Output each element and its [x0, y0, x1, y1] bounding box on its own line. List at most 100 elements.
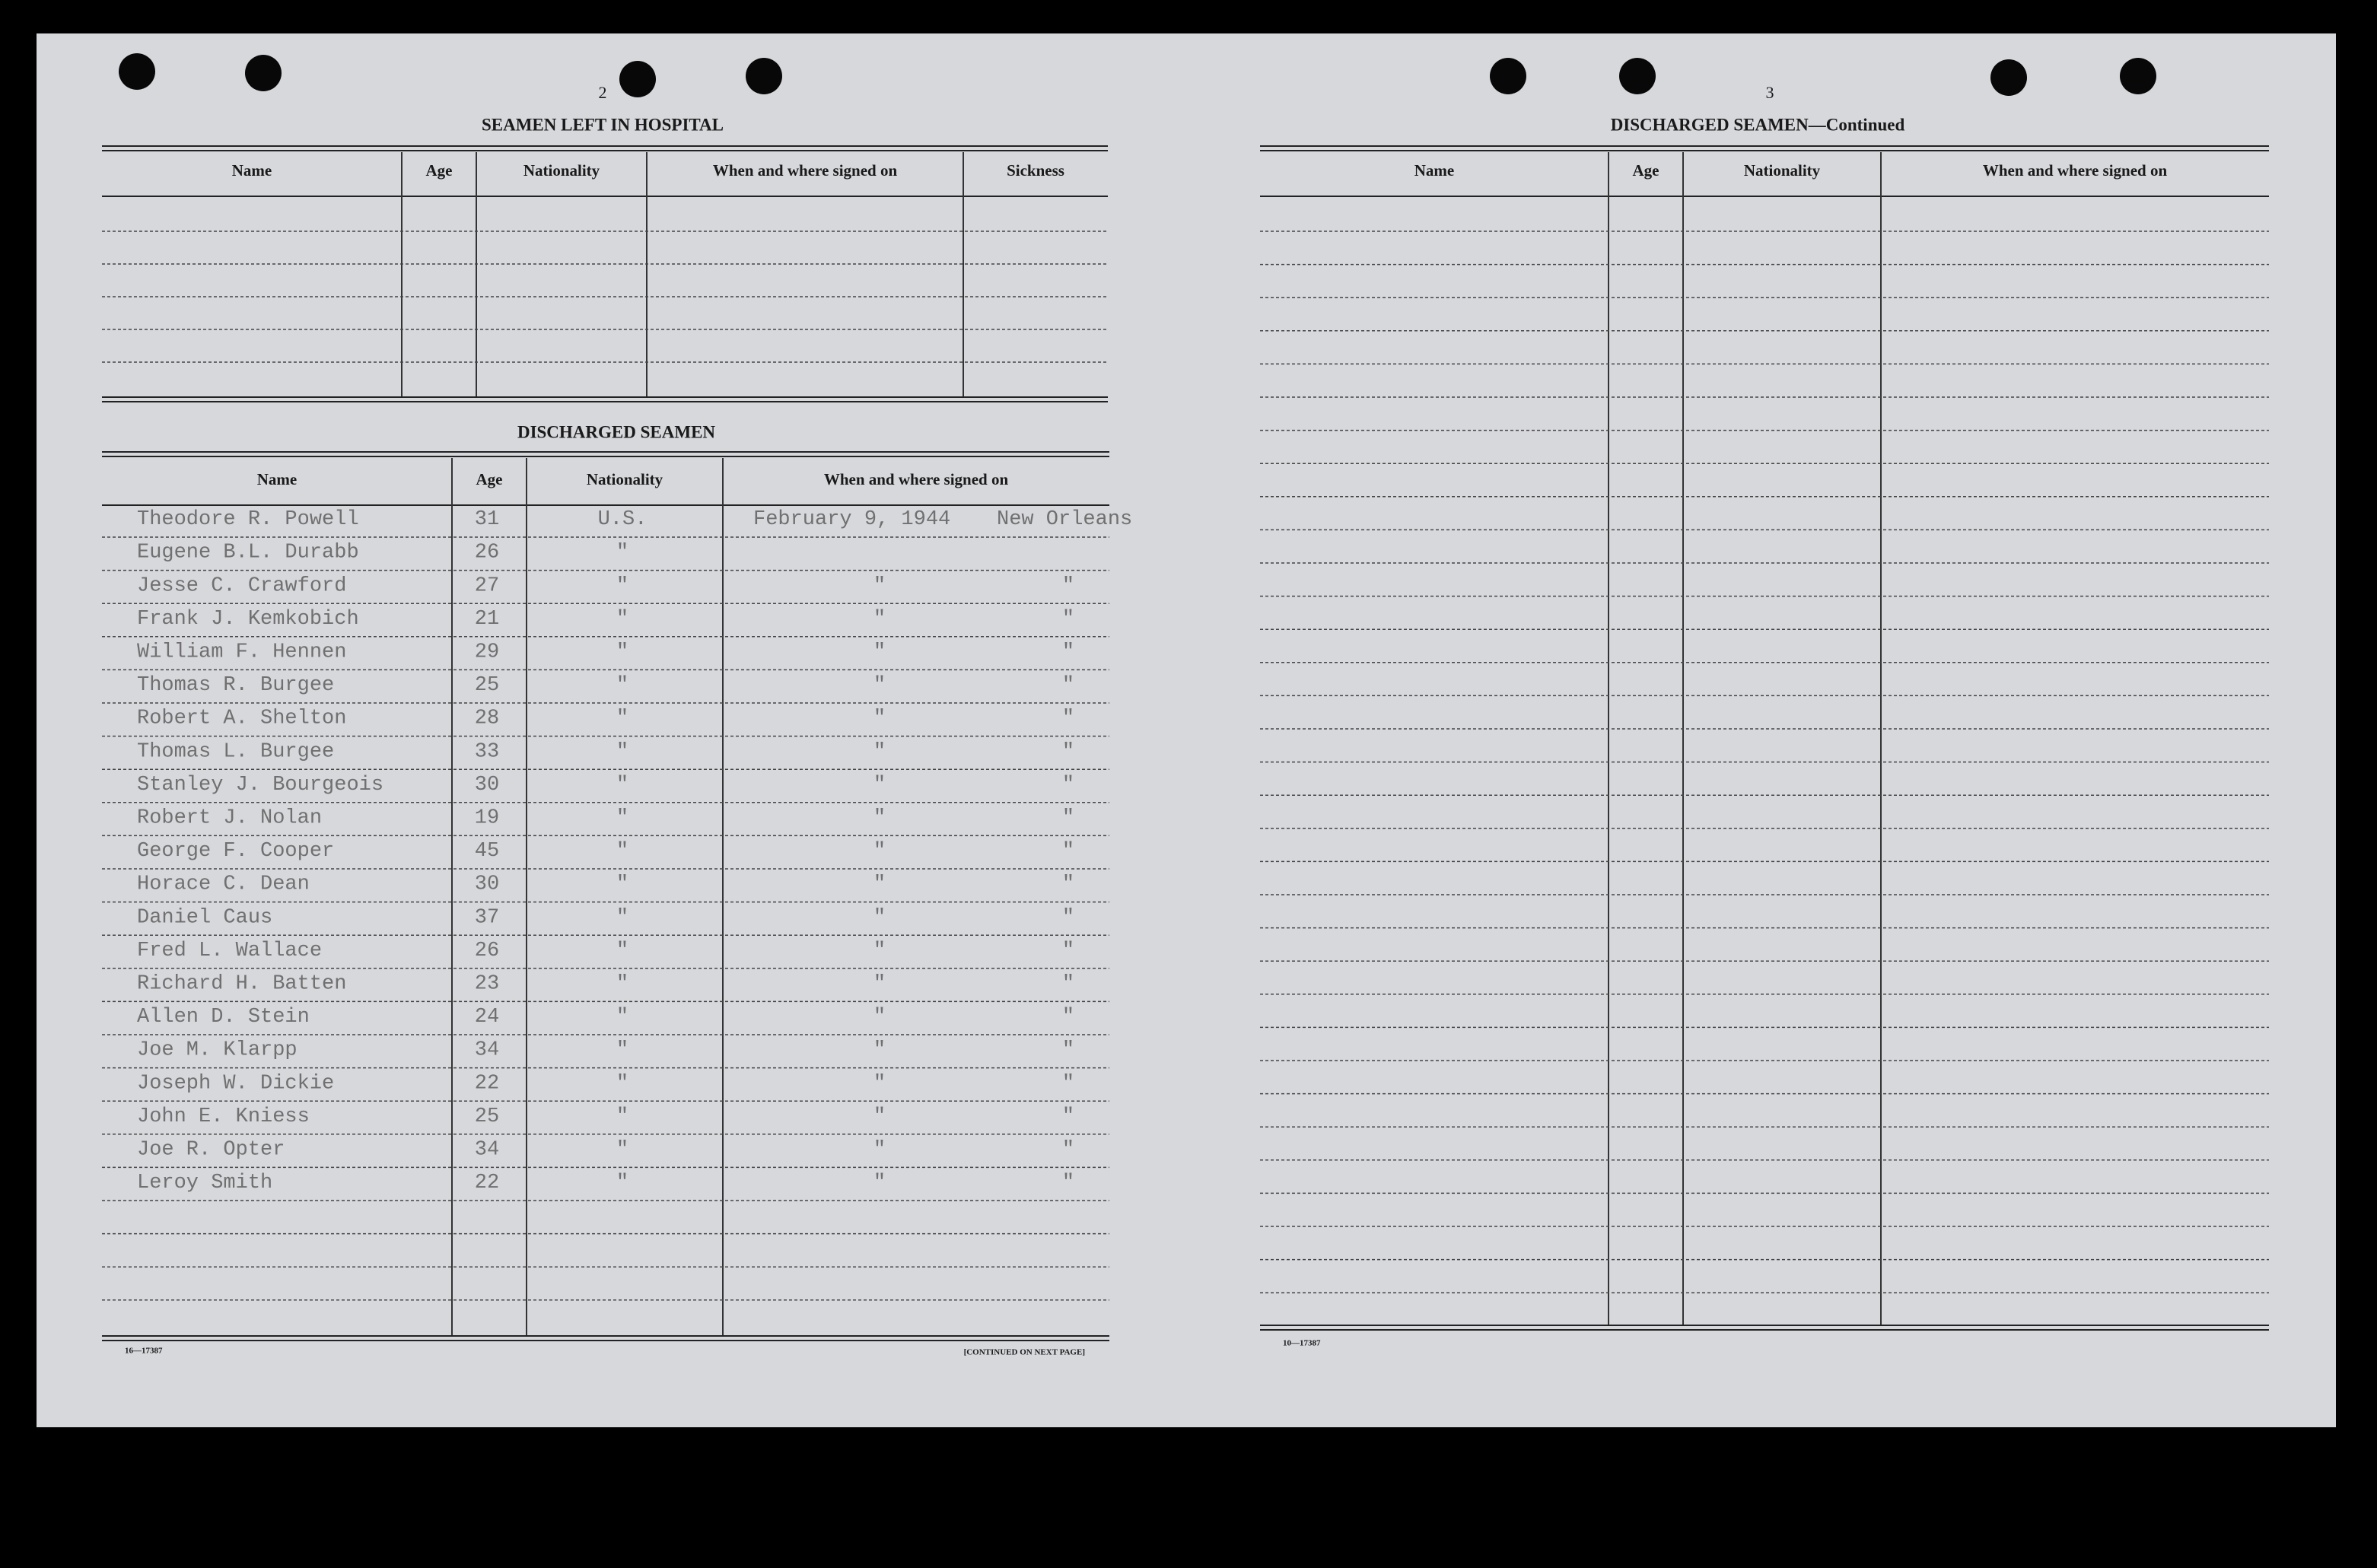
signed-on-place: "	[1062, 641, 1074, 664]
seaman-age: 34	[475, 1039, 499, 1062]
seaman-age: 28	[475, 708, 499, 730]
seaman-age: 29	[475, 641, 499, 664]
seaman-name: Theodore R. Powell	[137, 508, 359, 531]
seaman-nationality: "	[616, 641, 628, 664]
paper	[37, 33, 2336, 1427]
seaman-name: George F. Cooper	[137, 840, 334, 863]
page-number: 2	[599, 83, 607, 102]
page-number: 3	[1766, 83, 1774, 102]
seaman-name: John E. Kniess	[137, 1105, 310, 1128]
signed-on-place: "	[1062, 1172, 1074, 1194]
seaman-age: 33	[475, 740, 499, 763]
column-header: Sickness	[1007, 161, 1064, 180]
seaman-nationality: U.S.	[598, 508, 648, 531]
signed-on-date: "	[873, 1139, 886, 1162]
seaman-age: 30	[475, 873, 499, 896]
seaman-age: 30	[475, 774, 499, 797]
signed-on-date: "	[873, 873, 886, 896]
seaman-age: 37	[475, 906, 499, 929]
seaman-name: Robert J. Nolan	[137, 807, 322, 830]
seaman-nationality: "	[616, 1172, 628, 1194]
section-title: SEAMEN LEFT IN HOSPITAL	[482, 115, 724, 134]
seaman-nationality: "	[616, 1006, 628, 1029]
signed-on-date: "	[873, 840, 886, 863]
seaman-age: 34	[475, 1139, 499, 1162]
signed-on-date: "	[873, 807, 886, 830]
signed-on-date: "	[873, 1039, 886, 1062]
signed-on-place: "	[1062, 1006, 1074, 1029]
seaman-age: 23	[475, 973, 499, 996]
column-header: Name	[232, 161, 272, 180]
seaman-age: 25	[475, 1105, 499, 1128]
column-header: Age	[426, 161, 453, 180]
signed-on-date: "	[873, 906, 886, 929]
signed-on-date: "	[873, 641, 886, 664]
seaman-nationality: "	[616, 1139, 628, 1162]
seaman-name: Thomas R. Burgee	[137, 674, 334, 697]
signed-on-place: "	[1062, 873, 1074, 896]
signed-on-place: "	[1062, 1039, 1074, 1062]
seaman-nationality: "	[616, 574, 628, 597]
seaman-nationality: "	[616, 940, 628, 962]
signed-on-place: "	[1062, 574, 1074, 597]
seaman-age: 26	[475, 542, 499, 565]
punch-holes	[119, 53, 2156, 97]
seaman-name: William F. Hennen	[137, 641, 346, 664]
seaman-name: Stanley J. Bourgeois	[137, 774, 383, 797]
signed-on-place: "	[1062, 740, 1074, 763]
seaman-age: 21	[475, 608, 499, 631]
seaman-name: Joe M. Klarpp	[137, 1039, 298, 1062]
column-header: Age	[476, 470, 503, 488]
column-header: When and where signed on	[824, 470, 1009, 488]
seaman-nationality: "	[616, 1105, 628, 1128]
seaman-name: Frank J. Kemkobich	[137, 608, 359, 631]
signed-on-place: "	[1062, 807, 1074, 830]
seaman-name: Leroy Smith	[137, 1172, 272, 1194]
seaman-age: 26	[475, 940, 499, 962]
seaman-name: Eugene B.L. Durabb	[137, 542, 359, 565]
signed-on-place: "	[1062, 1072, 1074, 1095]
seaman-name: Joseph W. Dickie	[137, 1072, 334, 1095]
signed-on-date: "	[873, 674, 886, 697]
seaman-name: Jesse C. Crawford	[137, 574, 346, 597]
signed-on-date: "	[873, 1105, 886, 1128]
signed-on-place: "	[1062, 674, 1074, 697]
seaman-nationality: "	[616, 608, 628, 631]
signed-on-place: "	[1062, 1105, 1074, 1128]
seaman-nationality: "	[616, 906, 628, 929]
seaman-nationality: "	[616, 873, 628, 896]
signed-on-date: February 9, 1944	[753, 508, 950, 531]
signed-on-place: "	[1062, 1139, 1074, 1162]
signed-on-place: "	[1062, 708, 1074, 730]
section-title: DISCHARGED SEAMEN—Continued	[1611, 115, 1905, 134]
seaman-age: 22	[475, 1172, 499, 1194]
seaman-name: Fred L. Wallace	[137, 940, 322, 962]
signed-on-date: "	[873, 740, 886, 763]
signed-on-date: "	[873, 708, 886, 730]
signed-on-place: "	[1062, 840, 1074, 863]
signed-on-place: New Orleans	[997, 508, 1132, 531]
seaman-name: Joe R. Opter	[137, 1139, 285, 1162]
signed-on-date: "	[873, 973, 886, 996]
seaman-age: 31	[475, 508, 499, 531]
column-header: Nationality	[523, 161, 600, 180]
column-header: Name	[257, 470, 297, 488]
seaman-name: Horace C. Dean	[137, 873, 310, 896]
seaman-age: 27	[475, 574, 499, 597]
signed-on-date: "	[873, 574, 886, 597]
column-header: Age	[1633, 161, 1659, 180]
continued-note: [CONTINUED ON NEXT PAGE]	[964, 1348, 1085, 1357]
signed-on-place: "	[1062, 940, 1074, 962]
seaman-name: Robert A. Shelton	[137, 708, 346, 730]
seaman-name: Daniel Caus	[137, 906, 272, 929]
signed-on-date: "	[873, 1172, 886, 1194]
column-header: Name	[1414, 161, 1454, 180]
signed-on-date: "	[873, 774, 886, 797]
seaman-nationality: "	[616, 774, 628, 797]
seaman-age: 25	[475, 674, 499, 697]
signed-on-place: "	[1062, 774, 1074, 797]
column-header: When and where signed on	[713, 161, 898, 180]
seaman-nationality: "	[616, 740, 628, 763]
column-header: When and where signed on	[1983, 161, 2168, 180]
